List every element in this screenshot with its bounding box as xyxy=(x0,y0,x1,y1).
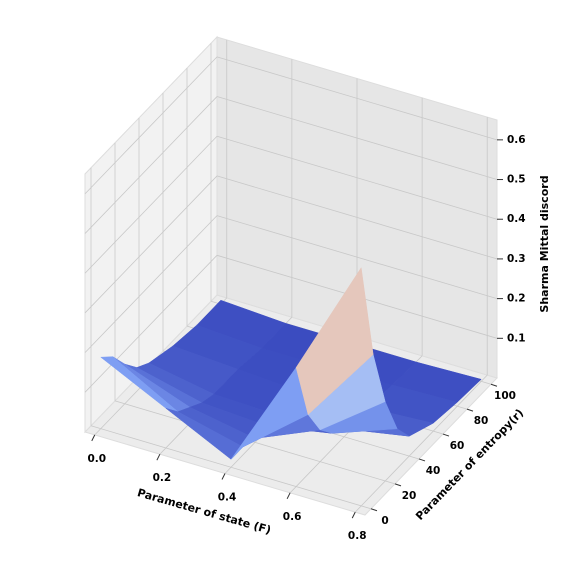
surface-patch xyxy=(295,267,374,416)
x-tick-label: 0.2 xyxy=(153,472,172,484)
grid-line xyxy=(84,255,218,393)
grid-line xyxy=(216,96,498,180)
y-tick-label: 0 xyxy=(381,515,388,527)
x-tick xyxy=(221,473,226,480)
grid-line xyxy=(84,56,218,195)
grid-line xyxy=(216,215,498,299)
x-tick xyxy=(286,492,291,500)
y-tick-label: 40 xyxy=(426,465,441,477)
y-tick-label: 80 xyxy=(474,415,489,427)
grid-line xyxy=(216,175,498,260)
z-axis-label: Sharma Mittal discord xyxy=(538,175,551,312)
labels: 0.0 0.2 0.4 0.6 0.8 0 20 40 60 80 100 0.1 0.2 0.3 0.4 0… xyxy=(87,134,525,542)
x-tick xyxy=(351,511,356,519)
surface xyxy=(100,267,482,460)
grid-line xyxy=(84,135,218,274)
y-tick xyxy=(370,508,378,512)
x-axis-label: Parameter of state (F) xyxy=(136,486,273,537)
z-tick-label: 0.6 xyxy=(507,134,526,146)
z-tick-label: 0.5 xyxy=(507,174,526,186)
x-tick-label: 0.8 xyxy=(348,530,367,542)
z-tick-label: 0.2 xyxy=(507,293,526,305)
grid-line xyxy=(216,56,498,141)
panes xyxy=(84,35,498,516)
y-tick xyxy=(466,408,474,412)
x-tick xyxy=(91,434,96,442)
x-tick xyxy=(156,453,161,461)
y-tick xyxy=(442,433,450,437)
x-tick-label: 0.4 xyxy=(218,492,237,504)
grid-line xyxy=(354,374,488,513)
grid-line xyxy=(84,215,218,353)
z-tick-label: 0.4 xyxy=(507,213,526,225)
grid-line xyxy=(84,175,218,314)
z-tick-label: 0.3 xyxy=(507,253,526,265)
z-tick-label: 0.1 xyxy=(507,332,526,344)
x-tick-label: 0.0 xyxy=(87,453,106,465)
y-tick xyxy=(418,458,426,462)
grid-line xyxy=(90,425,372,510)
y-tick-label: 20 xyxy=(402,490,417,502)
x-tick-label: 0.6 xyxy=(283,511,302,523)
y-tick-label: 60 xyxy=(450,440,465,452)
grid-line xyxy=(216,135,498,220)
grid-line xyxy=(84,96,218,234)
grid-line xyxy=(114,400,396,485)
y-tick-label: 100 xyxy=(494,390,516,402)
y-tick xyxy=(490,383,498,387)
y-tick xyxy=(394,483,402,487)
